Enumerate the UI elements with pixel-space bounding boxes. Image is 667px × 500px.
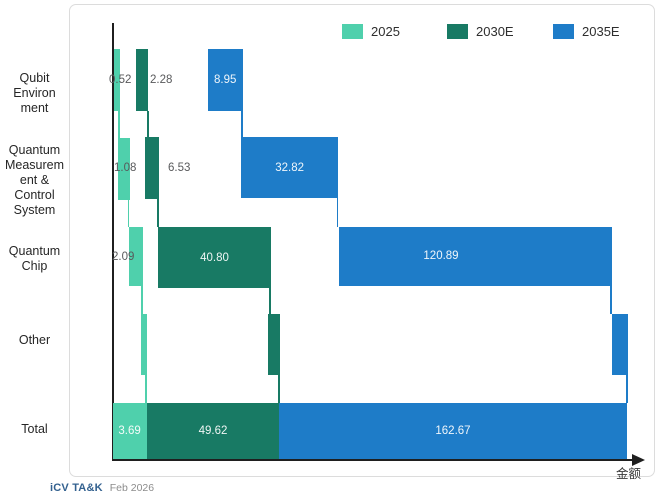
value-label-2025-quantum-chip: 2.09 xyxy=(112,251,135,263)
value-label-2030e-total: 49.62 xyxy=(198,425,228,437)
connector-2035e-1 xyxy=(240,110,243,137)
bar-2025-other xyxy=(141,313,147,375)
category-label-quantum-chip: Quantum Chip xyxy=(8,244,61,273)
category-label-quantum-measurement-control-system: Quantum Measurem ent & Control System xyxy=(4,143,65,217)
bar-2030e-quantum-measurement xyxy=(145,137,159,199)
bar-2035e-other xyxy=(612,314,628,375)
bar-2030e-quantum-chip xyxy=(158,227,271,288)
value-label-2030e-qubit-environment: 2.28 xyxy=(150,73,173,86)
legend-swatch-2030e xyxy=(447,24,468,39)
footer: iCV TA&K Feb 2026 xyxy=(50,482,154,494)
value-label-2035e-total: 162.67 xyxy=(435,425,471,437)
x-axis-arrow-icon xyxy=(632,453,645,466)
connector-2035e-3 xyxy=(609,285,612,314)
legend-swatch-2035e xyxy=(553,24,574,39)
connector-2035e-2 xyxy=(336,198,339,227)
legend-swatch-2025 xyxy=(342,24,363,39)
legend-label-2030e: 2030E xyxy=(476,24,514,39)
category-label-qubit-environment: Qubit Environ ment xyxy=(13,71,56,115)
x-axis-line xyxy=(111,458,635,461)
connector-2035e-4 xyxy=(626,375,628,403)
footer-date: Feb 2026 xyxy=(109,482,155,494)
value-label-2035e-qubit-environment: 8.95 xyxy=(213,73,237,86)
value-label-2025-total: 3.69 xyxy=(118,425,141,437)
value-label-2025-qubit-environment: 0.52 xyxy=(109,73,132,86)
value-label-2030e-quantum-measurement: 6.53 xyxy=(168,161,191,174)
bar-2025-qubit-environment xyxy=(113,49,120,111)
value-label-2035e-quantum-measurement: 32.82 xyxy=(275,161,305,174)
value-label-2030e-quantum-chip: 40.80 xyxy=(200,251,229,264)
bar-2035e-total xyxy=(279,403,627,459)
value-label-2025-quantum-measurement: 1.08 xyxy=(114,161,137,174)
connector-2030e-4 xyxy=(278,375,280,403)
bar-2030e-total xyxy=(146,403,280,459)
bar-2035e-quantum-measurement xyxy=(241,137,339,199)
connector-2025-4 xyxy=(144,374,147,403)
legend-label-2025: 2025 xyxy=(371,24,400,39)
connector-2025-1 xyxy=(117,110,120,138)
bar-2025-quantum-measurement xyxy=(118,138,130,200)
connector-2025-3 xyxy=(141,286,143,314)
bar-2025-total xyxy=(112,403,147,459)
bar-2025-quantum-chip xyxy=(129,227,143,286)
x-axis-label: 金额 xyxy=(616,467,642,481)
connector-2030e-3 xyxy=(269,288,271,314)
bar-2035e-qubit-environment xyxy=(207,49,243,111)
value-label-2035e-quantum-chip: 120.89 xyxy=(423,250,459,263)
brand-logo: iCV TA&K xyxy=(50,482,103,494)
bar-2030e-other xyxy=(268,314,280,375)
bar-2030e-qubit-environment xyxy=(135,49,148,111)
y-axis-line xyxy=(111,23,114,460)
category-label-other: Other xyxy=(18,333,51,347)
category-label-total: Total xyxy=(21,422,48,436)
legend-label-2035e: 2035E xyxy=(582,24,620,39)
connector-2030e-2 xyxy=(157,198,159,227)
connector-2025-2 xyxy=(127,200,130,227)
connector-2030e-1 xyxy=(146,110,149,137)
bar-2035e-quantum-chip xyxy=(339,227,612,286)
